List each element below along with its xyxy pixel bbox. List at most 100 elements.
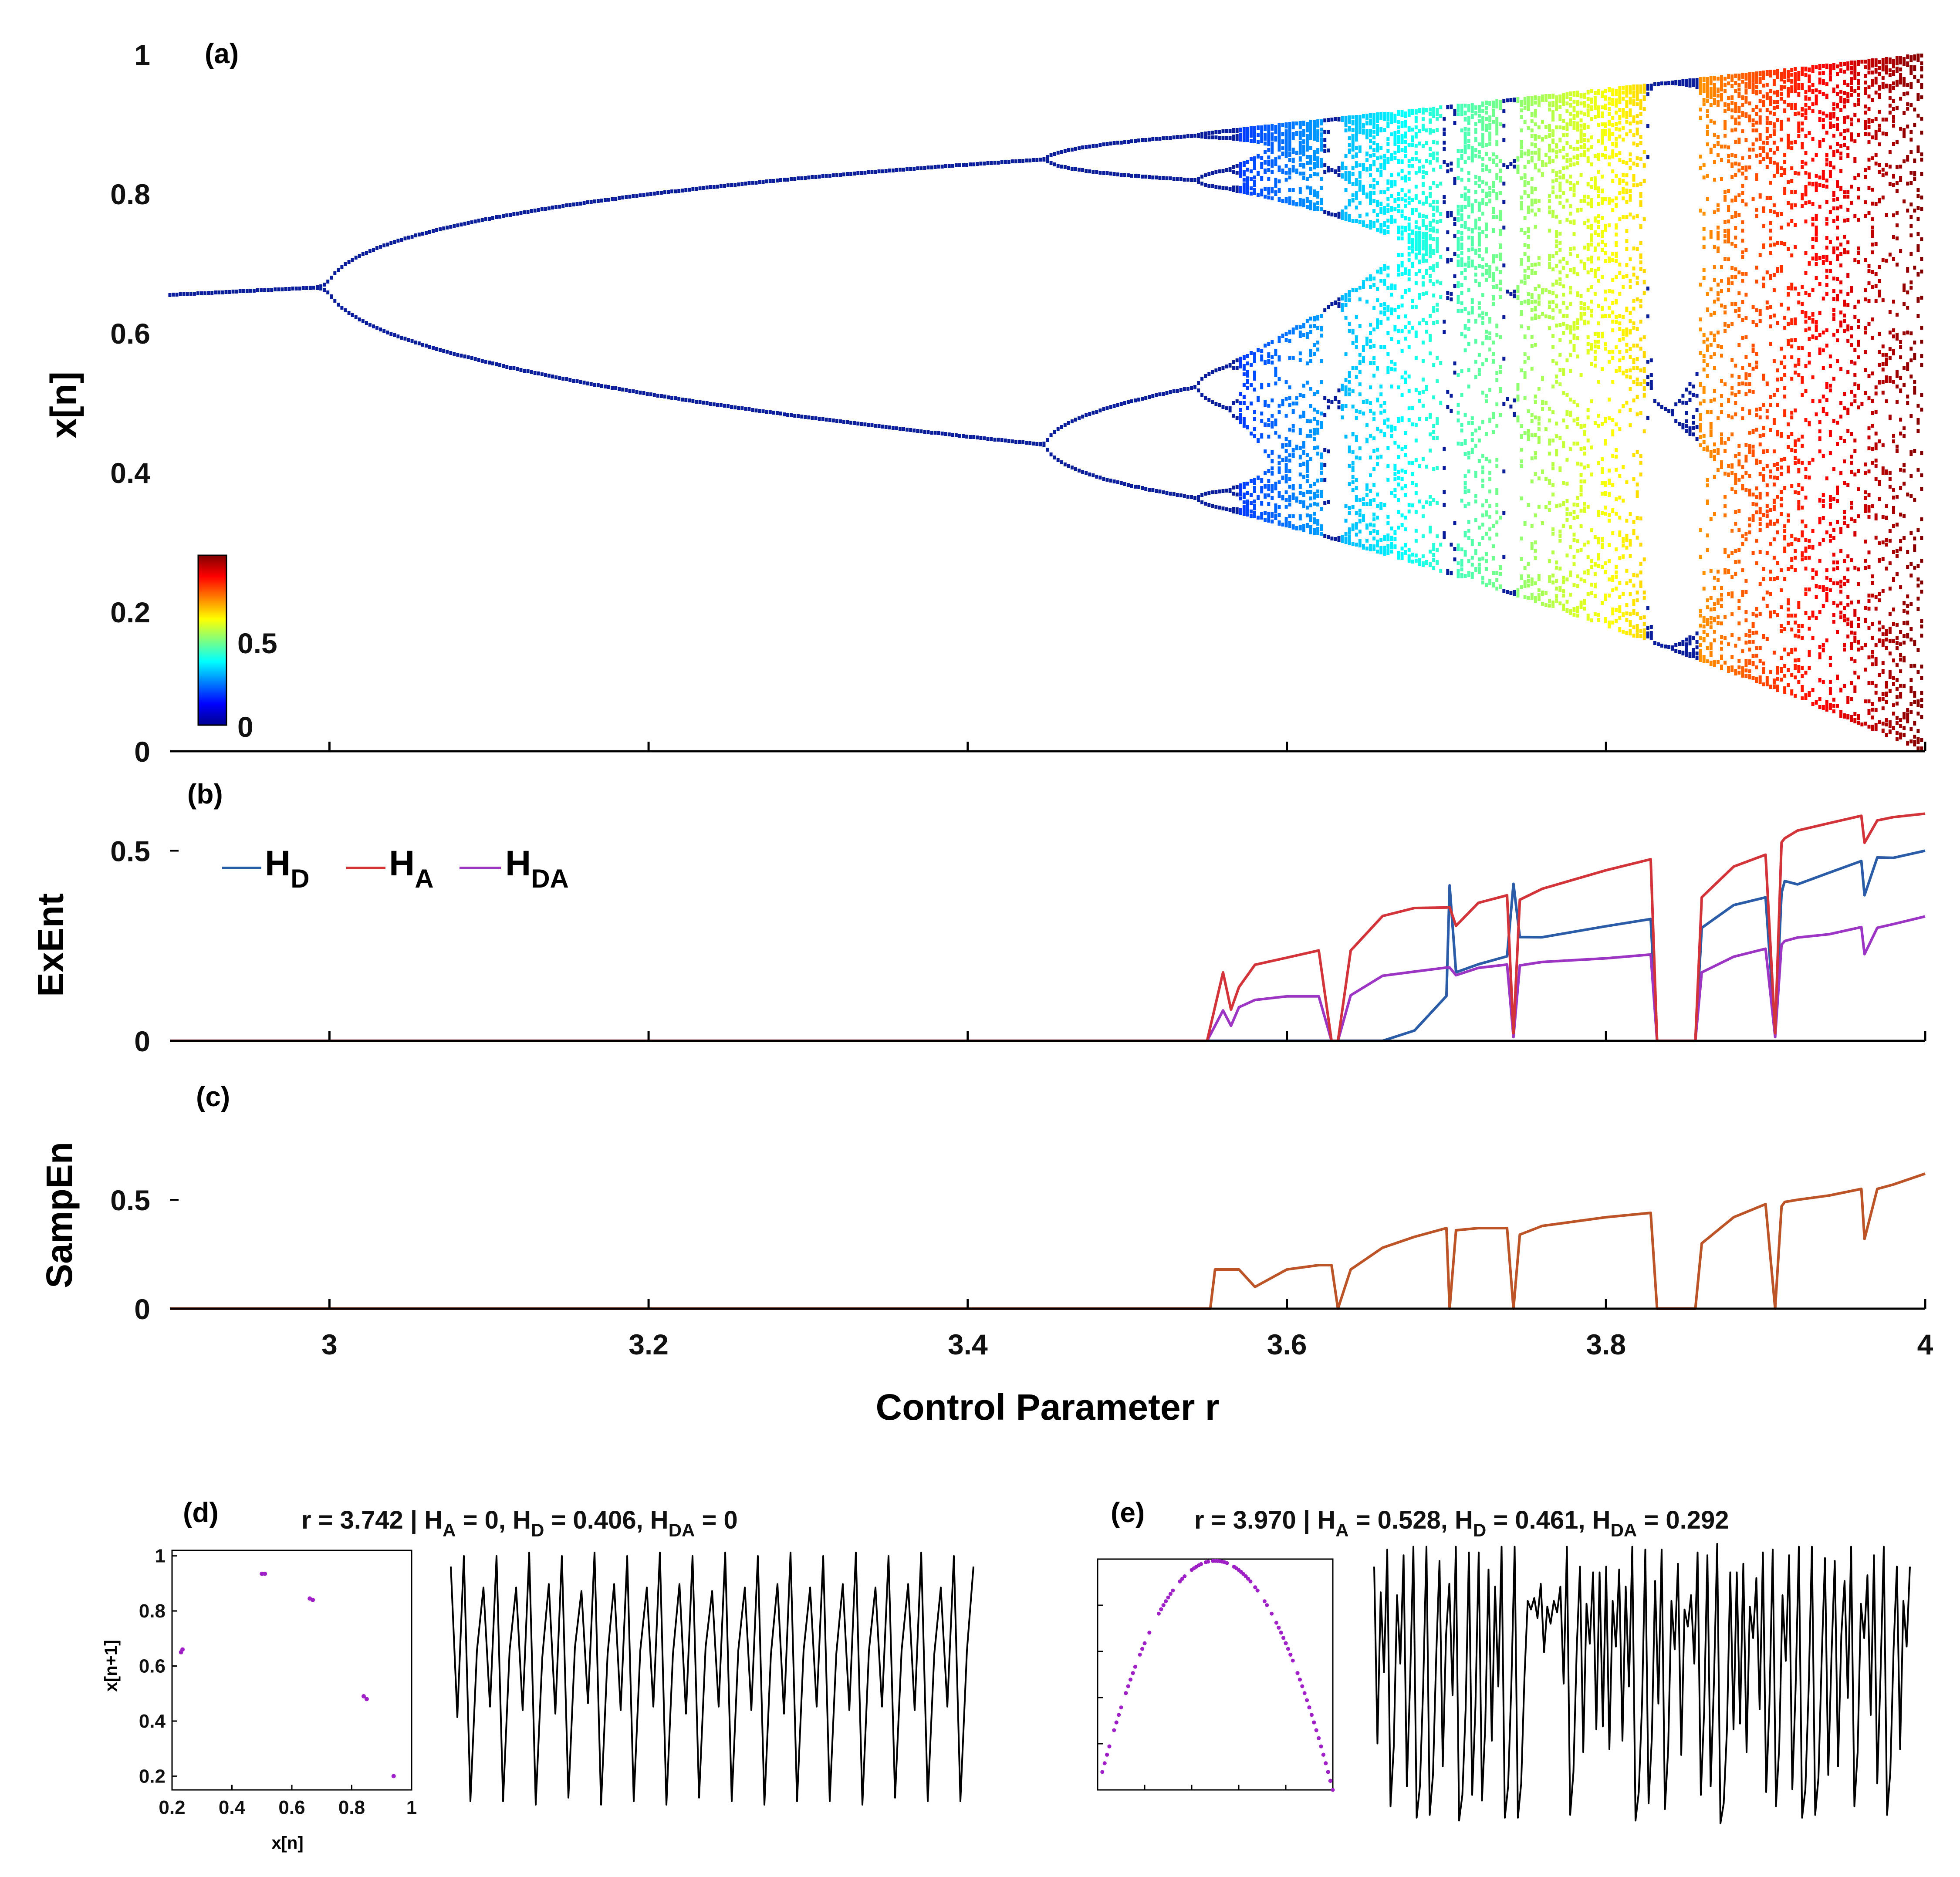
y-tick-label: 1: [134, 39, 150, 71]
return-map-point: [1126, 1684, 1130, 1688]
return-map-point: [1190, 1568, 1194, 1572]
e-time-series: [1373, 1543, 1911, 1824]
return-map-point: [1178, 1579, 1182, 1583]
b-y-label: ExEnt: [30, 893, 71, 997]
sampen-line: [170, 1172, 1926, 1310]
return-map-point: [1140, 1647, 1145, 1651]
d-title: r = 3.742 | HA = 0, HD = 0.406, HDA = 0: [301, 1506, 738, 1540]
return-map-point: [1270, 1611, 1274, 1616]
y-tick-label: 0: [134, 1025, 150, 1057]
return-map-point: [1328, 1779, 1333, 1783]
return-map-point: [1291, 1658, 1295, 1663]
return-map-point: [1331, 1788, 1335, 1792]
return-map-point: [1295, 1671, 1300, 1675]
return-map-point: [311, 1597, 315, 1602]
e-panel-label: (e): [1111, 1497, 1145, 1528]
legend-label-ha: HA: [389, 844, 434, 893]
return-map-point: [1277, 1625, 1281, 1630]
return-map-point: [1117, 1713, 1121, 1717]
colorbar: 0.5 0: [197, 554, 277, 743]
return-map-point: [1286, 1647, 1290, 1651]
return-map-point: [263, 1571, 267, 1576]
return-map-point: [1307, 1705, 1311, 1710]
return-map-point: [1244, 1574, 1248, 1578]
return-map-point: [1161, 1603, 1166, 1607]
return-map-point: [1138, 1652, 1142, 1657]
return-map-point: [1274, 1620, 1278, 1625]
return-map-point: [1147, 1631, 1152, 1635]
sampen-panel: 3 3.2 3.4 3.6 3.8 4 00.5 (c) SampEn Control P…: [39, 1081, 1933, 1428]
y-tick-label: 0.4: [139, 1711, 166, 1732]
return-map-point: [1129, 1678, 1133, 1682]
d-title-hd-sub: D: [531, 1520, 544, 1540]
x-tick-label: 0.2: [159, 1797, 185, 1818]
return-map-point: [1321, 1752, 1325, 1757]
bifurcation-points: [170, 54, 1923, 750]
e-return-map-points: [1100, 1559, 1335, 1792]
d-title-hda-sub: DA: [669, 1520, 695, 1540]
return-map-point: [1281, 1636, 1286, 1640]
return-map-point: [1131, 1671, 1135, 1675]
y-tick-label: 0.6: [110, 317, 150, 350]
return-map-point: [1203, 1560, 1208, 1564]
return-map-point: [1102, 1761, 1107, 1766]
c-x-ticks: 3 3.2 3.4 3.6 3.8 4: [321, 1299, 1933, 1360]
d-x-ticks: 0.2 0.4 0.6 0.8 1: [159, 1785, 417, 1818]
hda-line: [170, 915, 1926, 1042]
return-map-point: [1164, 1599, 1168, 1604]
return-map-point: [1279, 1631, 1283, 1635]
exent-legend: HD HA HDA: [222, 844, 569, 893]
y-tick-label: 0.4: [110, 457, 150, 489]
panel-e: (e) r = 3.970 | HA = 0.528, HD = 0.461, …: [1097, 1497, 1911, 1824]
return-map-point: [1199, 1562, 1203, 1566]
b-x-ticks: [328, 1031, 1926, 1041]
e-title-hd-val: = 0.461, H: [1486, 1506, 1610, 1534]
y-tick-label: 0.5: [110, 1184, 150, 1216]
legend-hda-main: H: [505, 844, 531, 883]
legend-label-hd: HD: [265, 844, 310, 893]
return-map-point: [1119, 1705, 1123, 1710]
sampen-lines: [170, 1172, 1926, 1310]
b-panel-label: (b): [187, 778, 223, 810]
time-series-line: [1373, 1543, 1911, 1824]
time-series-line: [450, 1552, 974, 1806]
return-map-point: [260, 1571, 264, 1576]
return-map-point: [1253, 1585, 1257, 1590]
d-return-map-points: [179, 1571, 396, 1779]
legend-hd-sub: D: [291, 864, 309, 893]
d-title-ha-val: = 0, H: [456, 1506, 531, 1534]
colorbar-tick-mid: 0.5: [237, 627, 277, 659]
return-map-point: [1298, 1678, 1302, 1682]
return-map-point: [1284, 1641, 1288, 1645]
legend-hd-main: H: [265, 844, 291, 883]
c-y-ticks: 00.5: [110, 1184, 179, 1325]
return-map-point: [1305, 1698, 1309, 1702]
return-map-point: [1300, 1684, 1304, 1688]
return-map-point: [1107, 1744, 1112, 1749]
b-y-ticks: 00.5: [110, 835, 179, 1057]
return-map-point: [1312, 1720, 1316, 1725]
a-y-label: x[n]: [43, 371, 84, 439]
e-title-r: r = 3.970 | H: [1194, 1506, 1335, 1534]
a-panel-label: (a): [205, 38, 239, 69]
exent-lines: [170, 812, 1926, 1042]
return-map-point: [1168, 1592, 1173, 1596]
y-tick-label: 0.8: [139, 1600, 166, 1622]
y-tick-label: 0: [134, 1293, 150, 1325]
d-y-label: x[n+1]: [101, 1640, 121, 1692]
e-title-hda-sub: DA: [1611, 1520, 1637, 1540]
return-map-point: [180, 1647, 185, 1652]
d-title-hda-val: = 0: [695, 1506, 737, 1534]
y-tick-label: 1: [155, 1546, 166, 1567]
return-map-point: [1159, 1607, 1163, 1611]
return-map-point: [1288, 1652, 1293, 1657]
x-tick-label: 0.6: [278, 1797, 305, 1818]
return-map-point: [1156, 1611, 1161, 1616]
colorbar-gradient: [197, 554, 227, 726]
return-map-point: [1211, 1559, 1215, 1563]
return-map-point: [1317, 1736, 1321, 1740]
e-title-hd-sub: D: [1473, 1520, 1486, 1540]
legend-hda-sub: DA: [531, 864, 569, 893]
x-tick-label: 3.4: [948, 1328, 988, 1360]
return-map-point: [1302, 1691, 1307, 1695]
